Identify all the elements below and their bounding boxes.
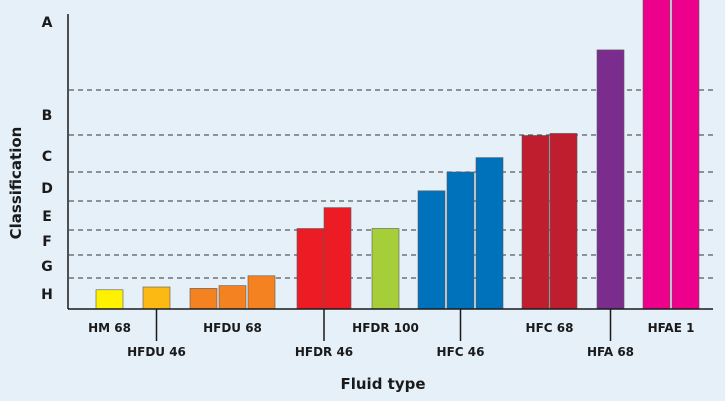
bar-hfdu-68 [247, 275, 276, 310]
category-label: HFDU 68 [203, 321, 262, 335]
bar-hfc-68 [549, 133, 578, 310]
bar-hfc-68 [521, 135, 550, 310]
category-label: HFDU 46 [127, 345, 186, 359]
bar-hfdr-46 [296, 228, 325, 310]
y-tick-label: B [42, 108, 53, 124]
y-tick-label: E [42, 209, 52, 225]
y-tick-label: A [42, 15, 53, 31]
category-label: HFC 68 [526, 321, 574, 335]
bar-hfc-46 [475, 157, 504, 310]
bars [95, 0, 700, 310]
category-label: HFDR 46 [295, 345, 353, 359]
y-tick-label: C [42, 149, 52, 165]
category-label: HM 68 [88, 321, 131, 335]
category-label: HFA 68 [587, 345, 634, 359]
category-label: HFAE 1 [648, 321, 695, 335]
bar-hfdr-100 [371, 228, 400, 310]
axes [67, 14, 713, 310]
bar-hfa-68 [596, 49, 625, 310]
y-tick-label: F [42, 234, 52, 250]
bar-hfdr-46 [323, 207, 352, 310]
bar-hfae-1 [642, 0, 671, 310]
x-axis-title: Fluid type [340, 375, 425, 393]
y-tick-label: G [41, 259, 53, 275]
category-labels: HM 68 HFDU 46 HFDU 68 HFDR 46 HFDR 100 HFC 46… [88, 309, 694, 359]
bar-hfc-46 [417, 190, 446, 310]
y-tick-label: H [41, 287, 53, 303]
y-axis-title: Classification [7, 127, 25, 240]
bar-hfdu-68 [189, 288, 218, 310]
bar-hfc-46 [446, 171, 475, 310]
category-label: HFDR 100 [352, 321, 419, 335]
y-tick-label: D [41, 181, 53, 197]
bar-hfdu-68 [218, 285, 247, 310]
category-label: HFC 46 [437, 345, 485, 359]
bar-hm-68 [95, 289, 124, 310]
bar-hfae-1 [671, 0, 700, 310]
bar-hfdu-46 [142, 286, 171, 310]
